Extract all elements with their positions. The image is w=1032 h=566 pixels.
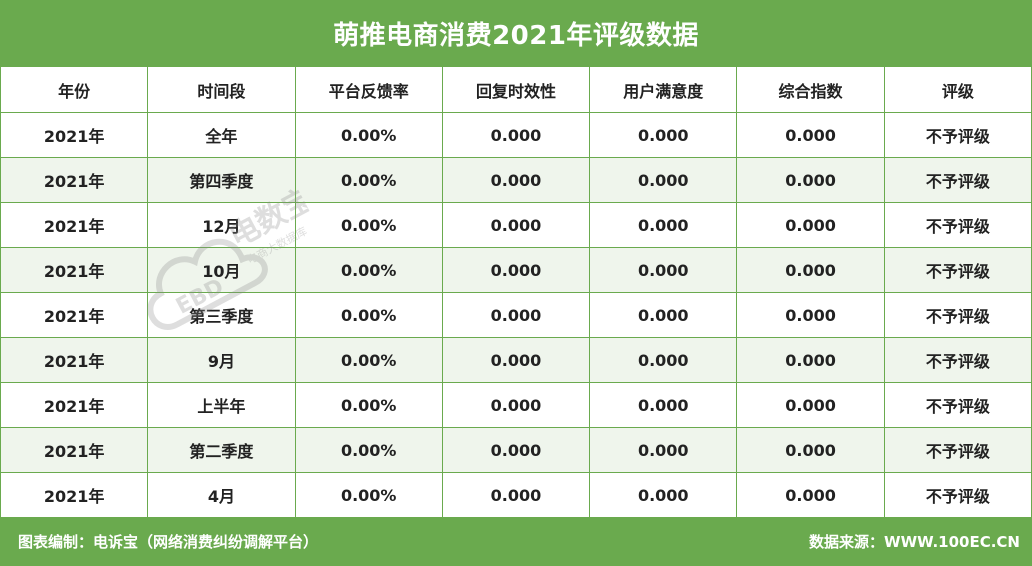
cell-rating: 不予评级 [883,157,1032,203]
header-period: 时间段 [147,66,296,113]
cell-reply-timeliness: 0.000 [441,472,591,518]
footer: 图表编制：电诉宝（网络消费纠纷调解平台） 数据来源：WWW.100EC.CN [0,517,1032,566]
cell-composite-index: 0.000 [736,247,885,293]
table-row: 2021年 第四季度 0.00% 0.000 0.000 0.000 不予评级 [0,157,1032,203]
cell-reply-timeliness: 0.000 [441,337,591,383]
cell-user-satisfaction: 0.000 [589,112,738,158]
cell-rating: 不予评级 [883,112,1032,158]
cell-year: 2021年 [0,112,149,158]
cell-period: 上半年 [147,382,296,428]
cell-rating: 不予评级 [883,427,1032,473]
table-row: 2021年 10月 0.00% 0.000 0.000 0.000 不予评级 [0,247,1032,293]
cell-reply-timeliness: 0.000 [441,292,591,338]
cell-year: 2021年 [0,382,149,428]
footer-source: 数据来源：WWW.100EC.CN [809,533,1020,551]
cell-year: 2021年 [0,472,149,518]
cell-rating: 不予评级 [883,472,1032,518]
header-reply-timeliness: 回复时效性 [441,66,591,113]
cell-period: 第三季度 [147,292,296,338]
header-year: 年份 [0,66,149,113]
cell-rating: 不予评级 [883,292,1032,338]
cell-user-satisfaction: 0.000 [589,427,738,473]
table-row: 2021年 4月 0.00% 0.000 0.000 0.000 不予评级 [0,472,1032,518]
cell-period: 第四季度 [147,157,296,203]
cell-reply-timeliness: 0.000 [441,157,591,203]
cell-user-satisfaction: 0.000 [589,337,738,383]
rating-table: 年份 时间段 平台反馈率 回复时效性 用户满意度 综合指数 评级 2021年 全年… [0,66,1032,518]
cell-composite-index: 0.000 [736,157,885,203]
cell-period: 4月 [147,472,296,518]
table-row: 2021年 上半年 0.00% 0.000 0.000 0.000 不予评级 [0,382,1032,428]
cell-feedback-rate: 0.00% [294,472,443,518]
cell-feedback-rate: 0.00% [294,157,443,203]
header-composite-index: 综合指数 [736,66,885,113]
cell-rating: 不予评级 [883,202,1032,248]
table-row: 2021年 第三季度 0.00% 0.000 0.000 0.000 不予评级 [0,292,1032,338]
cell-composite-index: 0.000 [736,337,885,383]
cell-composite-index: 0.000 [736,427,885,473]
cell-user-satisfaction: 0.000 [589,292,738,338]
cell-reply-timeliness: 0.000 [441,427,591,473]
cell-rating: 不予评级 [883,247,1032,293]
cell-period: 12月 [147,202,296,248]
cell-feedback-rate: 0.00% [294,382,443,428]
cell-user-satisfaction: 0.000 [589,247,738,293]
cell-composite-index: 0.000 [736,292,885,338]
header-feedback-rate: 平台反馈率 [294,66,443,113]
cell-feedback-rate: 0.00% [294,337,443,383]
cell-composite-index: 0.000 [736,202,885,248]
cell-composite-index: 0.000 [736,112,885,158]
cell-year: 2021年 [0,202,149,248]
cell-feedback-rate: 0.00% [294,112,443,158]
cell-feedback-rate: 0.00% [294,202,443,248]
cell-year: 2021年 [0,157,149,203]
cell-year: 2021年 [0,427,149,473]
cell-year: 2021年 [0,292,149,338]
cell-user-satisfaction: 0.000 [589,382,738,428]
cell-period: 第二季度 [147,427,296,473]
page-title: 萌推电商消费2021年评级数据 [0,0,1032,66]
cell-feedback-rate: 0.00% [294,427,443,473]
cell-reply-timeliness: 0.000 [441,382,591,428]
cell-user-satisfaction: 0.000 [589,157,738,203]
cell-user-satisfaction: 0.000 [589,472,738,518]
table-row: 2021年 12月 0.00% 0.000 0.000 0.000 不予评级 [0,202,1032,248]
cell-reply-timeliness: 0.000 [441,202,591,248]
table-header-row: 年份 时间段 平台反馈率 回复时效性 用户满意度 综合指数 评级 [0,66,1032,113]
table-row: 2021年 全年 0.00% 0.000 0.000 0.000 不予评级 [0,112,1032,158]
cell-composite-index: 0.000 [736,472,885,518]
cell-reply-timeliness: 0.000 [441,112,591,158]
cell-year: 2021年 [0,337,149,383]
cell-feedback-rate: 0.00% [294,247,443,293]
header-rating: 评级 [883,66,1032,113]
cell-rating: 不予评级 [883,337,1032,383]
cell-composite-index: 0.000 [736,382,885,428]
cell-period: 10月 [147,247,296,293]
table-body: 2021年 全年 0.00% 0.000 0.000 0.000 不予评级 2021年 第四季度… [0,112,1032,518]
cell-period: 9月 [147,337,296,383]
cell-period: 全年 [147,112,296,158]
cell-user-satisfaction: 0.000 [589,202,738,248]
header-user-satisfaction: 用户满意度 [589,66,738,113]
cell-reply-timeliness: 0.000 [441,247,591,293]
cell-rating: 不予评级 [883,382,1032,428]
cell-feedback-rate: 0.00% [294,292,443,338]
table-row: 2021年 9月 0.00% 0.000 0.000 0.000 不予评级 [0,337,1032,383]
cell-year: 2021年 [0,247,149,293]
footer-credit: 图表编制：电诉宝（网络消费纠纷调解平台） [18,533,319,551]
table-row: 2021年 第二季度 0.00% 0.000 0.000 0.000 不予评级 [0,427,1032,473]
